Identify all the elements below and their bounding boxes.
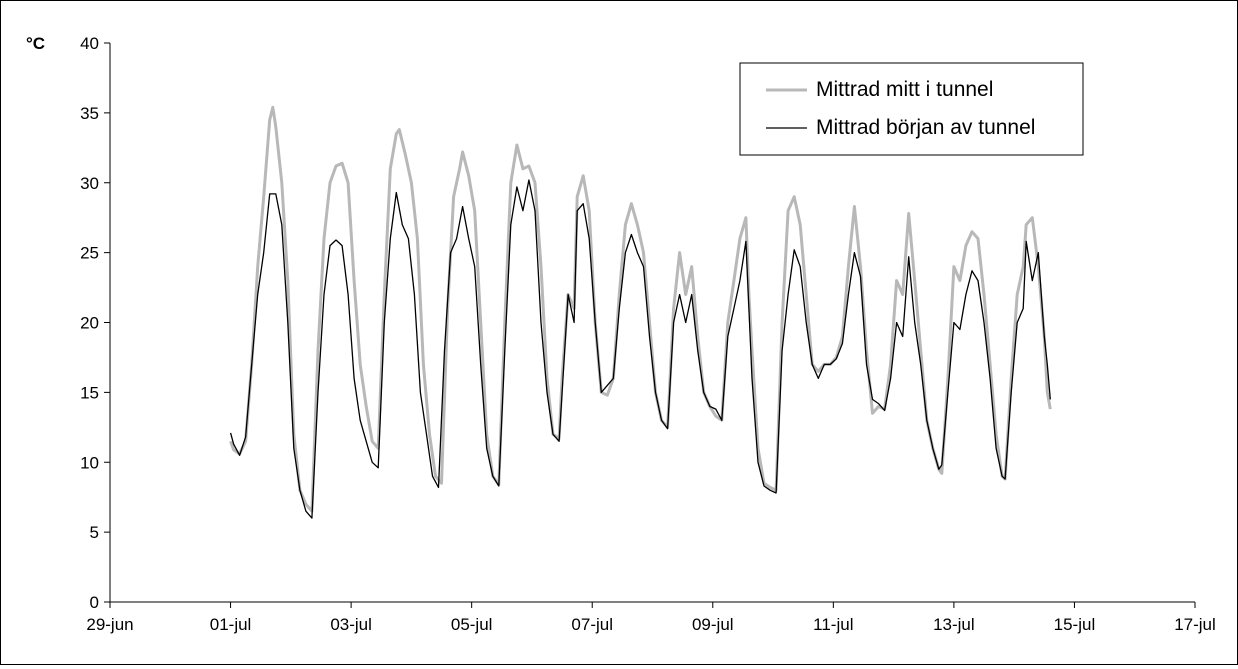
x-tick-label: 11-jul (813, 615, 853, 634)
y-axis-label: °C (26, 34, 45, 53)
x-tick-label: 29-jun (86, 615, 133, 634)
y-tick-label: 35 (80, 104, 99, 123)
x-tick-label: 03-jul (330, 615, 372, 634)
y-tick-label: 15 (80, 383, 99, 402)
x-ticks: 29-jun 01-jul 03-jul 05-jul 07-jul 09-jul 11-j… (86, 602, 1216, 634)
y-tick-label: 5 (90, 523, 99, 542)
y-tick-label: 40 (80, 34, 99, 53)
y-ticks: 0 5 10 15 20 25 30 35 40 (80, 34, 110, 612)
x-tick-label: 17-jul (1174, 615, 1216, 634)
legend-label-mitt: Mittrad mitt i tunnel (816, 78, 993, 101)
x-tick-label: 15-jul (1054, 615, 1096, 634)
x-tick-label: 07-jul (571, 615, 613, 634)
y-tick-label: 10 (80, 453, 99, 472)
legend-box (739, 62, 1084, 156)
x-tick-label: 05-jul (451, 615, 493, 634)
series-line-mittrad-mitt-i-tunnel (229, 105, 1052, 513)
y-tick-label: 20 (80, 314, 99, 333)
legend-label-borjan: Mittrad början av tunnel (816, 116, 1035, 139)
x-tick-label: 09-jul (692, 615, 734, 634)
x-tick-label: 01-jul (210, 615, 252, 634)
legend: Mittrad mitt i tunnel Mittrad början av … (739, 62, 1084, 156)
y-tick-label: 0 (90, 593, 99, 612)
y-tick-label: 30 (80, 174, 99, 193)
series-lines (229, 105, 1052, 519)
x-tick-label: 13-jul (933, 615, 975, 634)
series-line-mittrad-borjan-av-tunnel (229, 179, 1051, 519)
y-tick-label: 25 (80, 244, 99, 263)
